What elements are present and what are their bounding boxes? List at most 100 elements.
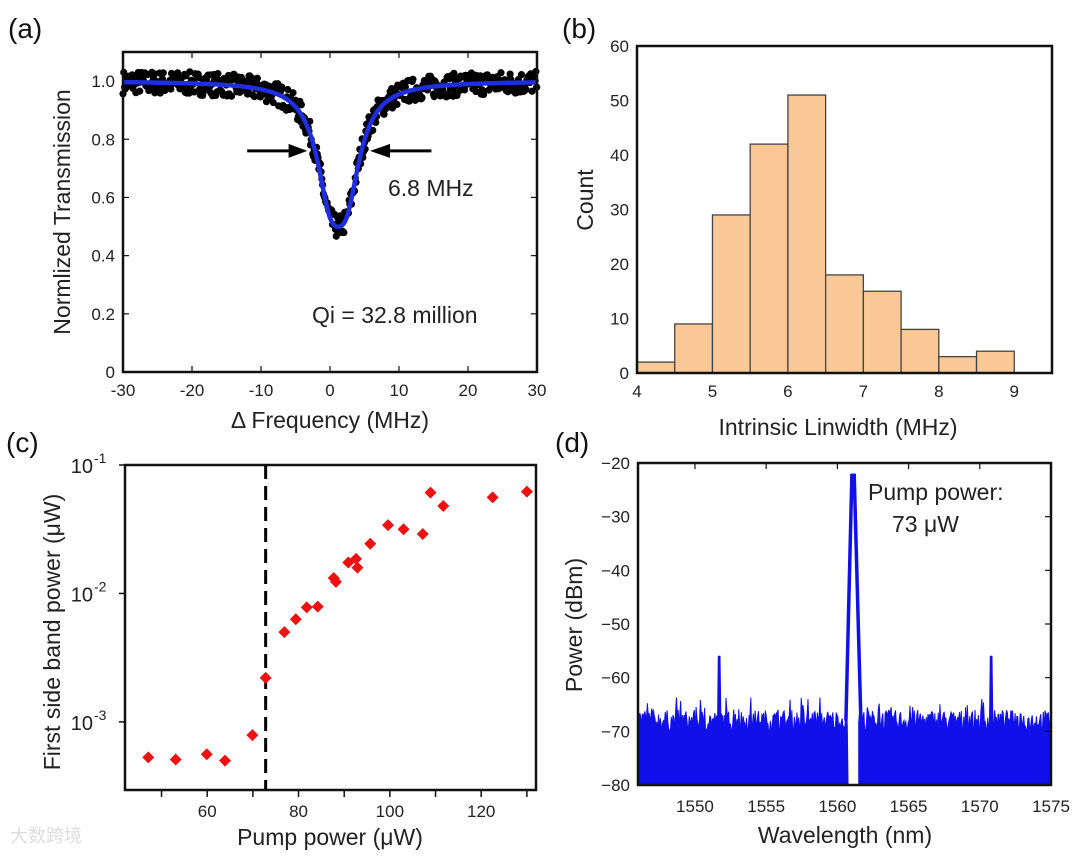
panel-b-xtick-label: 7 [859, 382, 868, 401]
panel-c-ytick-exponent: -3 [94, 707, 107, 723]
panel-b-xtick-label: 5 [708, 382, 717, 401]
measured-point [393, 100, 401, 108]
measured-point [227, 92, 236, 100]
panel-d-xlabel: Wavelength (nm) [758, 822, 932, 848]
panel-a-ytick-label: 0.6 [91, 188, 115, 207]
measured-point [517, 71, 526, 79]
panel-label-c: (c) [6, 427, 39, 458]
data-point-diamond [142, 751, 155, 764]
data-point-diamond [382, 519, 395, 532]
panel-b-ytick-label: 60 [610, 37, 629, 56]
measured-point [450, 69, 458, 77]
histogram-bar [711, 214, 751, 374]
panel-d-ytick-label: −30 [601, 508, 630, 527]
pump-power-annotation-line2: 73 μW [892, 511, 959, 537]
panel-b-xtick-label: 9 [1010, 382, 1019, 401]
measured-point [278, 83, 286, 91]
panel-c-ylabel: First side band power (μW) [39, 494, 65, 771]
measured-point [248, 74, 256, 82]
panel-c-ytick-exponent: -1 [94, 450, 107, 466]
panel-a-xtick-label: 20 [459, 381, 478, 400]
panel-c-ytick-label: 10 [71, 584, 93, 606]
panel-a-ytick-label: 0.4 [91, 247, 115, 266]
panel-b-ytick-label: 40 [610, 146, 629, 165]
panel-d-ylabel: Power (dBm) [561, 558, 587, 692]
panel-b-ytick-label: 0 [620, 364, 629, 383]
panel-d-xtick-label: 1560 [818, 797, 856, 816]
panel-d-xtick-label: 1575 [1032, 797, 1070, 816]
histogram-bar [938, 355, 978, 374]
panel-d-xtick-label: 1550 [676, 797, 714, 816]
panel-b-xtick-label: 4 [632, 382, 641, 401]
data-point-diamond [351, 561, 364, 574]
measured-point [253, 74, 261, 82]
panel-d-ytick-label: −20 [601, 454, 630, 473]
panel-a-ytick-label: 1.0 [91, 72, 115, 91]
measured-point [150, 70, 158, 78]
data-point-diamond [278, 626, 291, 639]
measured-point [340, 228, 348, 237]
data-point-diamond [219, 754, 232, 767]
panel-c-xlabel: Pump power (μW) [237, 824, 423, 850]
measured-point [284, 85, 292, 94]
data-point-diamond [289, 613, 302, 626]
panel-a-xlabel: Δ Frequency (MHz) [231, 407, 429, 433]
data-point-diamond [350, 552, 363, 565]
panel-d-frame [636, 461, 1053, 787]
panel-b: 4 5 6 7 8 9 0 10 20 30 40 50 60 [610, 37, 1054, 401]
pump-power-annotation-line1: Pump power: [868, 479, 1004, 505]
measured-point [460, 86, 469, 94]
q-factor-annotation: Qi = 32.8 million [312, 302, 478, 328]
panel-a-xtick-label: -10 [249, 381, 274, 400]
panel-c-ytick-label: 10 [71, 713, 93, 735]
left-arrow-head-icon [288, 143, 308, 158]
panel-label-d: (d) [555, 427, 589, 458]
panel-c-ytick-exponent: -2 [94, 578, 107, 594]
data-point-diamond [259, 671, 272, 684]
data-point-diamond [311, 600, 324, 613]
panel-label-b: (b) [562, 13, 596, 44]
data-point-diamond [246, 729, 259, 742]
spectrum-noise-left [637, 655, 849, 786]
panel-a-ytick-label: 0.8 [91, 130, 115, 149]
data-point-diamond [424, 486, 437, 499]
panel-a-ylabel: Normlized Transmission [49, 89, 75, 334]
measured-point [174, 69, 182, 77]
measured-point [214, 70, 222, 78]
panel-d-ytick-label: −80 [601, 776, 630, 795]
panel-d-ytick-label: −40 [601, 561, 630, 580]
histogram-bar [824, 274, 865, 374]
panel-b-xlabel: Intrinsic Linwidth (MHz) [719, 414, 958, 440]
histogram-bar [636, 361, 676, 374]
histogram-bar [862, 290, 902, 374]
panel-d: 1550 1555 1560 1565 1570 1575 −20 −30 −40 −50 −60 −… [601, 454, 1070, 816]
measured-point [401, 83, 409, 91]
pump-peak-line [844, 473, 863, 721]
panel-c-ytick-label: 10 [71, 456, 93, 478]
panel-d-ytick-label: −70 [601, 722, 630, 741]
right-arrow-head-icon [370, 143, 391, 158]
panel-b-xtick-label: 6 [783, 382, 792, 401]
panel-a-ytick-label: 0 [106, 363, 115, 382]
panel-b-ytick-label: 10 [610, 310, 629, 329]
measured-point [297, 101, 305, 109]
histogram-bar [749, 143, 789, 374]
watermark: 大数跨境 [10, 826, 82, 847]
panel-c-xtick-label: 100 [376, 802, 404, 821]
panel-d-xtick-label: 1570 [961, 797, 999, 816]
histogram-bar [900, 328, 940, 374]
panel-a: -30 -20 -10 0 10 20 30 0 0.2 0.4 0.6 0.8 1.0 [91, 50, 546, 400]
panel-b-xtick-label: 8 [934, 382, 943, 401]
panel-b-ytick-label: 20 [610, 255, 629, 274]
data-point-diamond [486, 491, 499, 504]
measured-point [418, 93, 426, 102]
measured-point [332, 232, 340, 240]
panel-a-ytick-label: 0.2 [91, 305, 115, 324]
measured-point [522, 85, 530, 94]
panel-a-frame [121, 50, 539, 374]
data-point-diamond [200, 748, 213, 761]
measured-point [136, 87, 144, 95]
panel-d-ytick-label: −50 [601, 615, 630, 634]
